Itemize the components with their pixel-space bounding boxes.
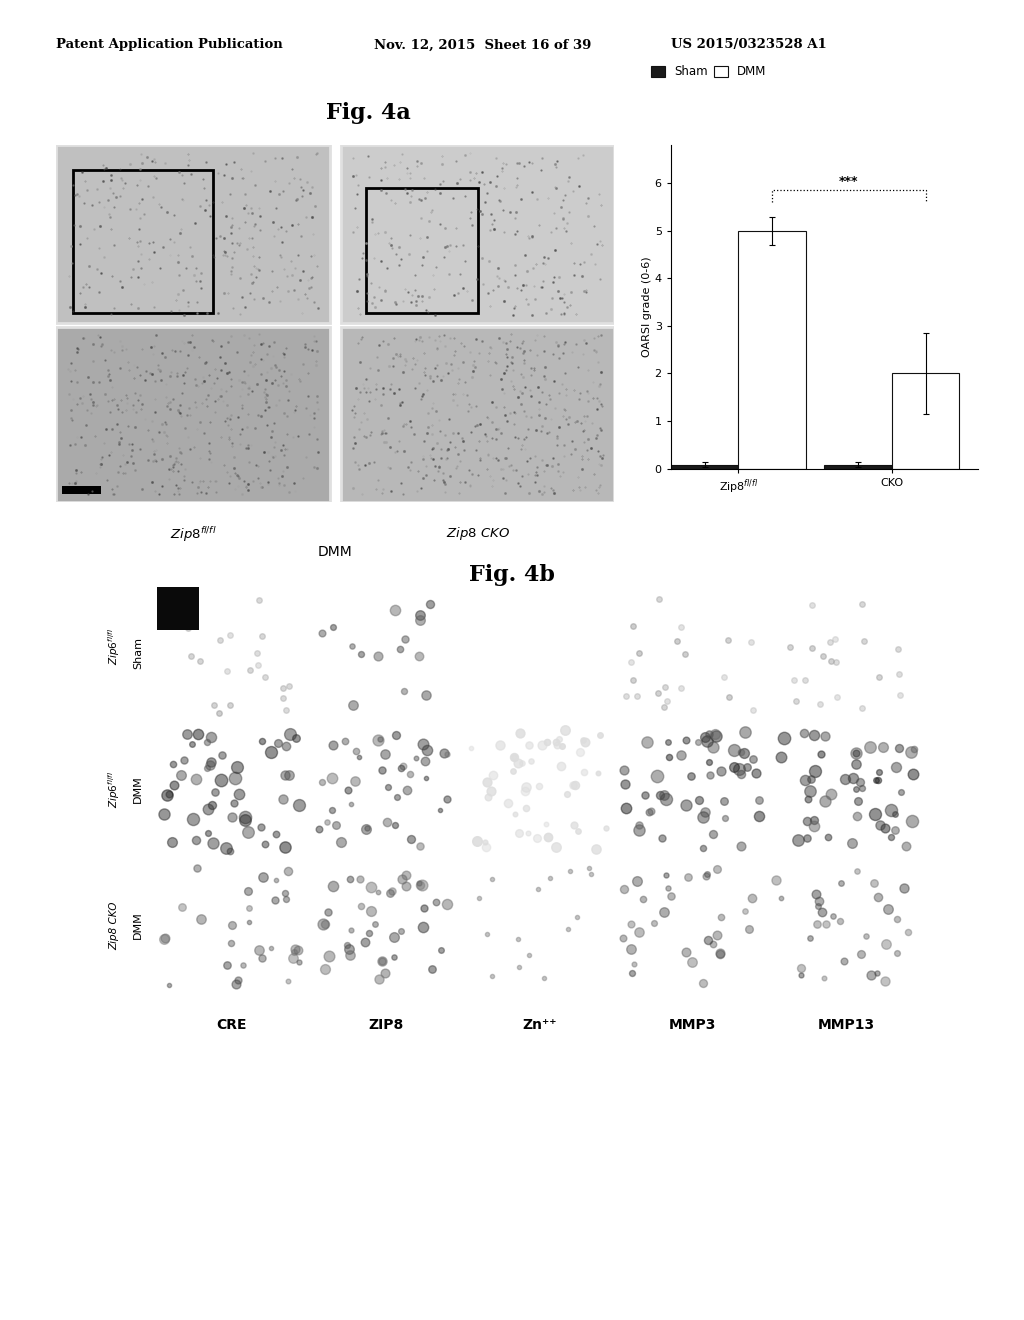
Bar xyxy=(738,231,806,469)
Text: MMP3: MMP3 xyxy=(669,1018,717,1032)
Bar xyxy=(892,374,959,469)
Text: ZIP8: ZIP8 xyxy=(368,1018,403,1032)
Bar xyxy=(366,187,477,313)
Text: DMM: DMM xyxy=(133,911,142,940)
Bar xyxy=(56,327,330,502)
Bar xyxy=(671,465,738,469)
Bar xyxy=(61,486,101,495)
Bar xyxy=(341,145,614,323)
Bar xyxy=(341,327,614,502)
Y-axis label: OARSI grade (0-6): OARSI grade (0-6) xyxy=(642,256,652,358)
Text: $Zip6^{fl/fl}$: $Zip6^{fl/fl}$ xyxy=(106,771,122,808)
Text: Fig. 4b: Fig. 4b xyxy=(469,564,555,586)
Bar xyxy=(824,465,892,469)
Text: Zip8 CKO: Zip8 CKO xyxy=(110,902,119,949)
Bar xyxy=(56,145,330,323)
Text: Sham: Sham xyxy=(133,638,142,669)
Text: Zn⁺⁺: Zn⁺⁺ xyxy=(522,1018,556,1032)
Text: DMM: DMM xyxy=(318,545,352,560)
Text: ***: *** xyxy=(839,176,859,187)
Text: $Zip8^{fl/fl}$: $Zip8^{fl/fl}$ xyxy=(170,525,216,544)
Bar xyxy=(157,587,199,630)
Text: Patent Application Publication: Patent Application Publication xyxy=(56,38,283,51)
Text: $Zip6^{fl/fl}$: $Zip6^{fl/fl}$ xyxy=(106,628,122,665)
Bar xyxy=(73,170,213,313)
Text: $Zip8$ CKO: $Zip8$ CKO xyxy=(445,525,510,543)
Text: Fig. 4a: Fig. 4a xyxy=(327,102,411,124)
Legend: Sham, DMM: Sham, DMM xyxy=(646,61,771,83)
Text: CRE: CRE xyxy=(217,1018,247,1032)
Text: Nov. 12, 2015  Sheet 16 of 39: Nov. 12, 2015 Sheet 16 of 39 xyxy=(374,38,591,51)
Text: MMP13: MMP13 xyxy=(818,1018,874,1032)
Text: DMM: DMM xyxy=(133,775,142,804)
Text: US 2015/0323528 A1: US 2015/0323528 A1 xyxy=(671,38,826,51)
